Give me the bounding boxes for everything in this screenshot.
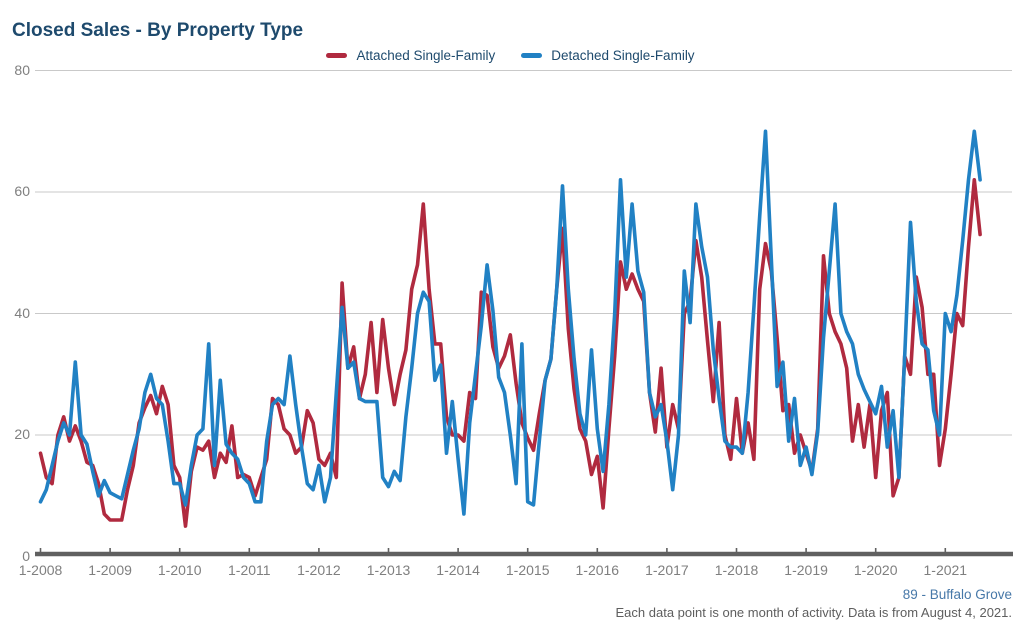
x-tick-label: 1-2009 [88,562,132,578]
x-tick-label: 1-2012 [297,562,341,578]
attached-series-swatch [326,53,348,58]
chart-legend: Attached Single-Family Detached Single-F… [0,48,1021,63]
x-tick-label: 1-2020 [853,562,898,578]
legend-item-attached: Attached Single-Family [326,48,495,63]
x-tick-label: 1-2017 [645,562,689,578]
data-footnote: Each data point is one month of activity… [615,605,1012,620]
x-tick-label: 1-2010 [157,562,202,578]
y-tick-label: 0 [22,547,30,564]
x-tick-label: 1-2019 [784,562,828,578]
legend-label-attached: Attached Single-Family [356,48,496,63]
y-tick-label: 80 [14,61,30,78]
legend-label-detached: Detached Single-Family [551,48,695,63]
x-tick-label: 1-2014 [436,562,480,578]
x-tick-label: 1-2018 [714,562,759,578]
x-tick-label: 1-2016 [575,562,620,578]
x-tick-label: 1-2021 [923,562,968,578]
y-tick-label: 20 [14,426,30,442]
series-line-attached [38,178,982,528]
detached-series-swatch [521,53,543,58]
series-line-detached [38,129,982,516]
x-tick-label: 1-2013 [366,562,411,578]
x-tick-label: 1-2008 [18,562,63,578]
x-tick-label: 1-2011 [228,562,271,578]
y-tick-label: 60 [14,183,30,199]
legend-item-detached: Detached Single-Family [521,48,695,63]
x-tick-label: 1-2015 [505,562,550,578]
y-tick-label: 40 [14,304,30,321]
page-title: Closed Sales - By Property Type [12,20,304,41]
area-name-label: 89 - Buffalo Grove [902,587,1012,602]
